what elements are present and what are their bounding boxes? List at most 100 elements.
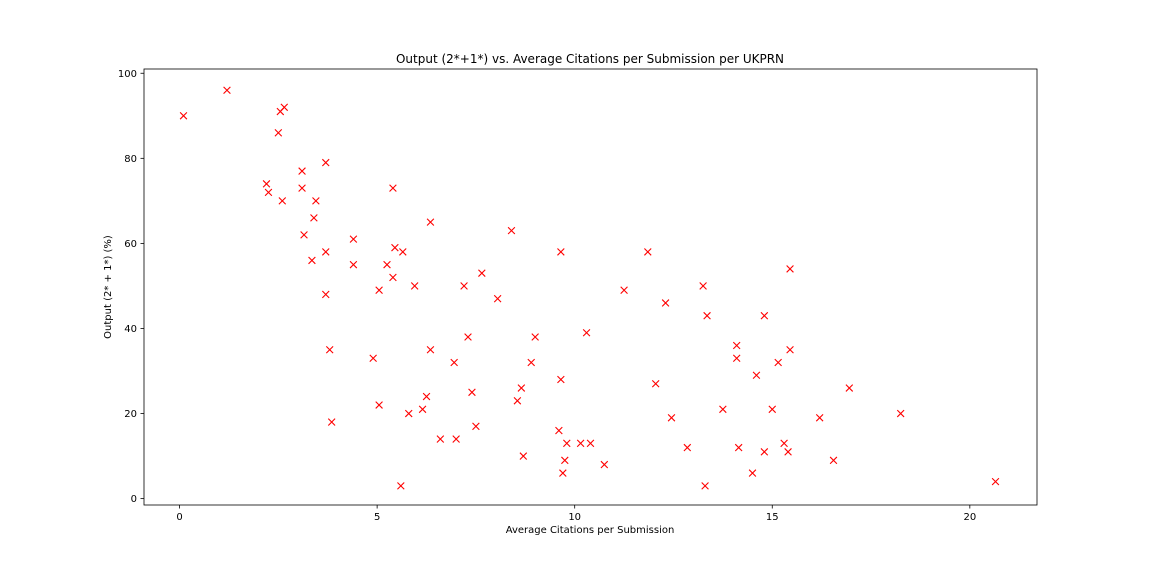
data-point	[701, 482, 709, 490]
data-point	[531, 333, 539, 341]
data-point	[507, 226, 516, 235]
data-point	[600, 460, 609, 469]
data-point	[264, 188, 273, 197]
data-point	[310, 214, 318, 222]
data-point	[472, 422, 480, 431]
data-point	[298, 184, 306, 192]
data-point	[991, 477, 1000, 486]
data-point	[478, 269, 486, 277]
data-point	[752, 371, 761, 380]
y-tick-label: 60	[124, 239, 137, 250]
data-point	[369, 354, 377, 363]
data-point	[391, 243, 399, 252]
data-point	[426, 218, 435, 226]
data-point	[760, 311, 769, 320]
x-tick-label: 10	[568, 512, 581, 523]
data-point	[732, 341, 741, 350]
data-point	[786, 265, 794, 273]
data-point	[383, 260, 391, 269]
data-point	[517, 384, 526, 392]
y-tick-label: 0	[131, 494, 137, 505]
data-point	[667, 414, 676, 422]
data-point	[661, 299, 670, 307]
y-tick-label: 20	[124, 409, 137, 420]
plot-area-frame	[143, 68, 1038, 506]
x-axis-label: Average Citations per Submission	[506, 525, 675, 536]
data-point	[389, 184, 397, 192]
data-point	[644, 248, 652, 256]
data-point	[452, 435, 460, 443]
data-point	[760, 448, 769, 456]
data-point	[829, 456, 838, 465]
data-point	[557, 248, 565, 256]
data-point	[896, 409, 905, 418]
data-point	[300, 231, 308, 239]
data-point	[464, 333, 472, 341]
data-point	[321, 248, 330, 256]
data-point	[845, 384, 854, 392]
data-point	[683, 443, 692, 452]
y-tick-label: 80	[124, 154, 137, 165]
data-point	[699, 282, 707, 290]
x-tick-label: 0	[176, 512, 182, 523]
y-tick-label: 40	[124, 324, 137, 335]
x-tick-label: 5	[374, 512, 380, 523]
x-axis-ticks: 0 5 10 15 20	[176, 505, 976, 523]
data-point	[349, 260, 358, 269]
data-point	[436, 435, 445, 443]
data-point	[576, 439, 585, 448]
data-point	[557, 375, 565, 384]
data-point	[274, 129, 283, 137]
data-point	[375, 401, 383, 409]
data-point	[734, 443, 743, 452]
data-point	[555, 426, 563, 435]
data-point	[732, 354, 741, 363]
data-point	[418, 405, 427, 414]
data-point	[450, 358, 458, 367]
data-point	[493, 294, 502, 303]
data-point	[468, 388, 476, 397]
data-point	[784, 448, 792, 456]
data-point	[582, 328, 591, 337]
data-point	[321, 290, 330, 299]
data-point	[786, 345, 794, 354]
data-point	[703, 311, 711, 320]
data-point	[327, 418, 336, 426]
y-tick-label: 100	[118, 69, 137, 80]
x-tick-label: 15	[766, 512, 779, 523]
data-point	[422, 392, 431, 401]
data-point	[389, 273, 397, 282]
data-point	[312, 197, 320, 205]
x-tick-label: 20	[963, 512, 976, 523]
data-point	[426, 345, 435, 354]
data-point	[262, 180, 271, 188]
data-point	[404, 409, 413, 418]
data-point	[519, 452, 528, 460]
data-point	[561, 456, 569, 465]
data-point	[768, 405, 777, 414]
y-axis-label: Output (2* + 1*) (%)	[103, 235, 114, 339]
data-point	[375, 286, 383, 294]
data-point	[460, 282, 468, 290]
data-point	[527, 358, 536, 367]
data-point	[280, 103, 289, 112]
data-point	[513, 396, 522, 405]
data-point	[179, 112, 188, 120]
data-point	[719, 405, 727, 414]
data-point	[748, 469, 757, 477]
data-point	[308, 256, 316, 265]
data-point	[278, 197, 287, 205]
data-point	[620, 286, 628, 294]
chart-title: Output (2*+1*) vs. Average Citations per…	[396, 52, 784, 66]
data-point	[399, 248, 407, 256]
data-point	[298, 167, 306, 175]
data-point	[651, 379, 660, 388]
data-point	[780, 439, 788, 448]
data-point	[325, 345, 334, 354]
data-point	[397, 482, 405, 490]
data-point	[815, 414, 824, 422]
data-point	[321, 158, 330, 167]
data-point	[410, 282, 419, 290]
data-point	[586, 439, 595, 448]
